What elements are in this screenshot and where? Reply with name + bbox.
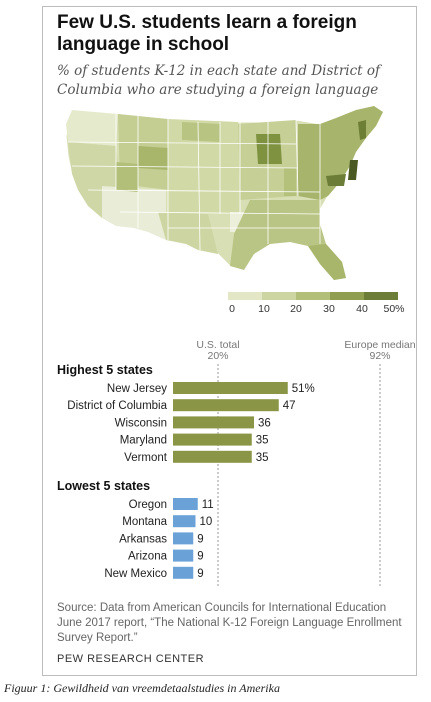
value-label-maryland: 35 xyxy=(256,435,269,447)
map-state-new-jersey xyxy=(348,160,358,180)
legend-label-40: 40 xyxy=(356,303,368,315)
category-label-arizona: Arizona xyxy=(128,551,168,563)
legend-swatch-1 xyxy=(228,292,262,300)
category-label-arkansas: Arkansas xyxy=(119,533,167,545)
category-label-district-of-columbia: District of Columbia xyxy=(67,400,167,412)
legend-label-20: 20 xyxy=(290,303,302,315)
category-label-oregon: Oregon xyxy=(129,499,167,511)
legend-swatch-2 xyxy=(262,292,296,300)
figure-caption: Figuur 1: Gewildheid van vreemdetaalstud… xyxy=(4,681,280,695)
category-label-vermont: Vermont xyxy=(124,452,168,464)
reference-label-europe-median: Europe median xyxy=(344,339,415,351)
category-label-montana: Montana xyxy=(122,516,167,528)
reference-value-us-total: 20% xyxy=(207,350,228,362)
bar-vermont xyxy=(173,450,252,463)
category-label-maryland: Maryland xyxy=(120,435,167,447)
category-label-wisconsin: Wisconsin xyxy=(115,417,167,429)
legend-label-0: 0 xyxy=(229,303,235,315)
bar-new-mexico xyxy=(173,566,194,579)
chart-title: Few U.S. students learn a foreign langua… xyxy=(57,12,357,55)
value-label-arkansas: 9 xyxy=(197,533,203,545)
bar-arizona xyxy=(173,549,194,562)
reference-value-europe-median: 92% xyxy=(369,350,390,362)
map-region-pacific-nw xyxy=(66,110,118,146)
map-state-wisconsin xyxy=(256,134,282,164)
chart-subtitle: % of students K-12 in each state and Dis… xyxy=(57,63,381,98)
value-label-new-mexico: 9 xyxy=(197,568,203,580)
bar-arkansas xyxy=(173,532,194,545)
value-label-vermont: 35 xyxy=(256,452,269,464)
map-state-north-dakota xyxy=(182,122,220,142)
value-label-wisconsin: 36 xyxy=(258,417,271,429)
map-region-southeast xyxy=(230,200,346,280)
map-state-maryland xyxy=(326,174,346,186)
legend-swatch-3 xyxy=(296,292,330,300)
legend-swatch-5 xyxy=(364,292,398,300)
bar-oregon xyxy=(173,498,198,510)
bar-maryland xyxy=(173,433,252,446)
map-legend: 0 10 20 30 40 50% xyxy=(228,292,408,322)
category-label-new-mexico: New Mexico xyxy=(104,568,167,580)
map-state-vermont xyxy=(358,120,366,140)
map-state-utah xyxy=(116,162,138,192)
value-label-new-jersey: 51% xyxy=(292,383,315,395)
value-label-montana: 10 xyxy=(200,516,213,528)
value-label-district-of-columbia: 47 xyxy=(283,400,296,412)
legend-label-10: 10 xyxy=(258,303,270,315)
us-choropleth-map xyxy=(65,105,384,281)
bar-district-of-columbia xyxy=(173,399,279,412)
reference-label-us-total: U.S. total xyxy=(196,339,239,351)
bar-montana xyxy=(173,515,196,528)
map-state-wyoming xyxy=(138,146,168,170)
brand-label: PEW RESEARCH CENTER xyxy=(57,653,205,665)
figure-frame xyxy=(42,6,417,676)
map-region-southwest xyxy=(102,186,166,240)
map-state-florida xyxy=(308,244,346,280)
category-label-new-jersey: New Jersey xyxy=(107,383,167,395)
source-note: Source: Data from American Councils for … xyxy=(57,602,402,644)
bar-new-jersey xyxy=(173,382,288,394)
value-label-oregon: 11 xyxy=(202,499,214,511)
bar-wisconsin xyxy=(173,416,254,429)
group-heading-highest-5-states: Highest 5 states xyxy=(57,363,153,377)
legend-label-30: 30 xyxy=(323,303,335,315)
map-state-texas xyxy=(158,212,218,254)
value-label-arizona: 9 xyxy=(197,551,203,563)
map-state-borders xyxy=(67,114,321,251)
legend-swatch-4 xyxy=(330,292,364,300)
group-heading-lowest-5-states: Lowest 5 states xyxy=(57,479,150,493)
map-state-indiana xyxy=(284,168,296,196)
legend-label-50: 50% xyxy=(383,303,405,315)
